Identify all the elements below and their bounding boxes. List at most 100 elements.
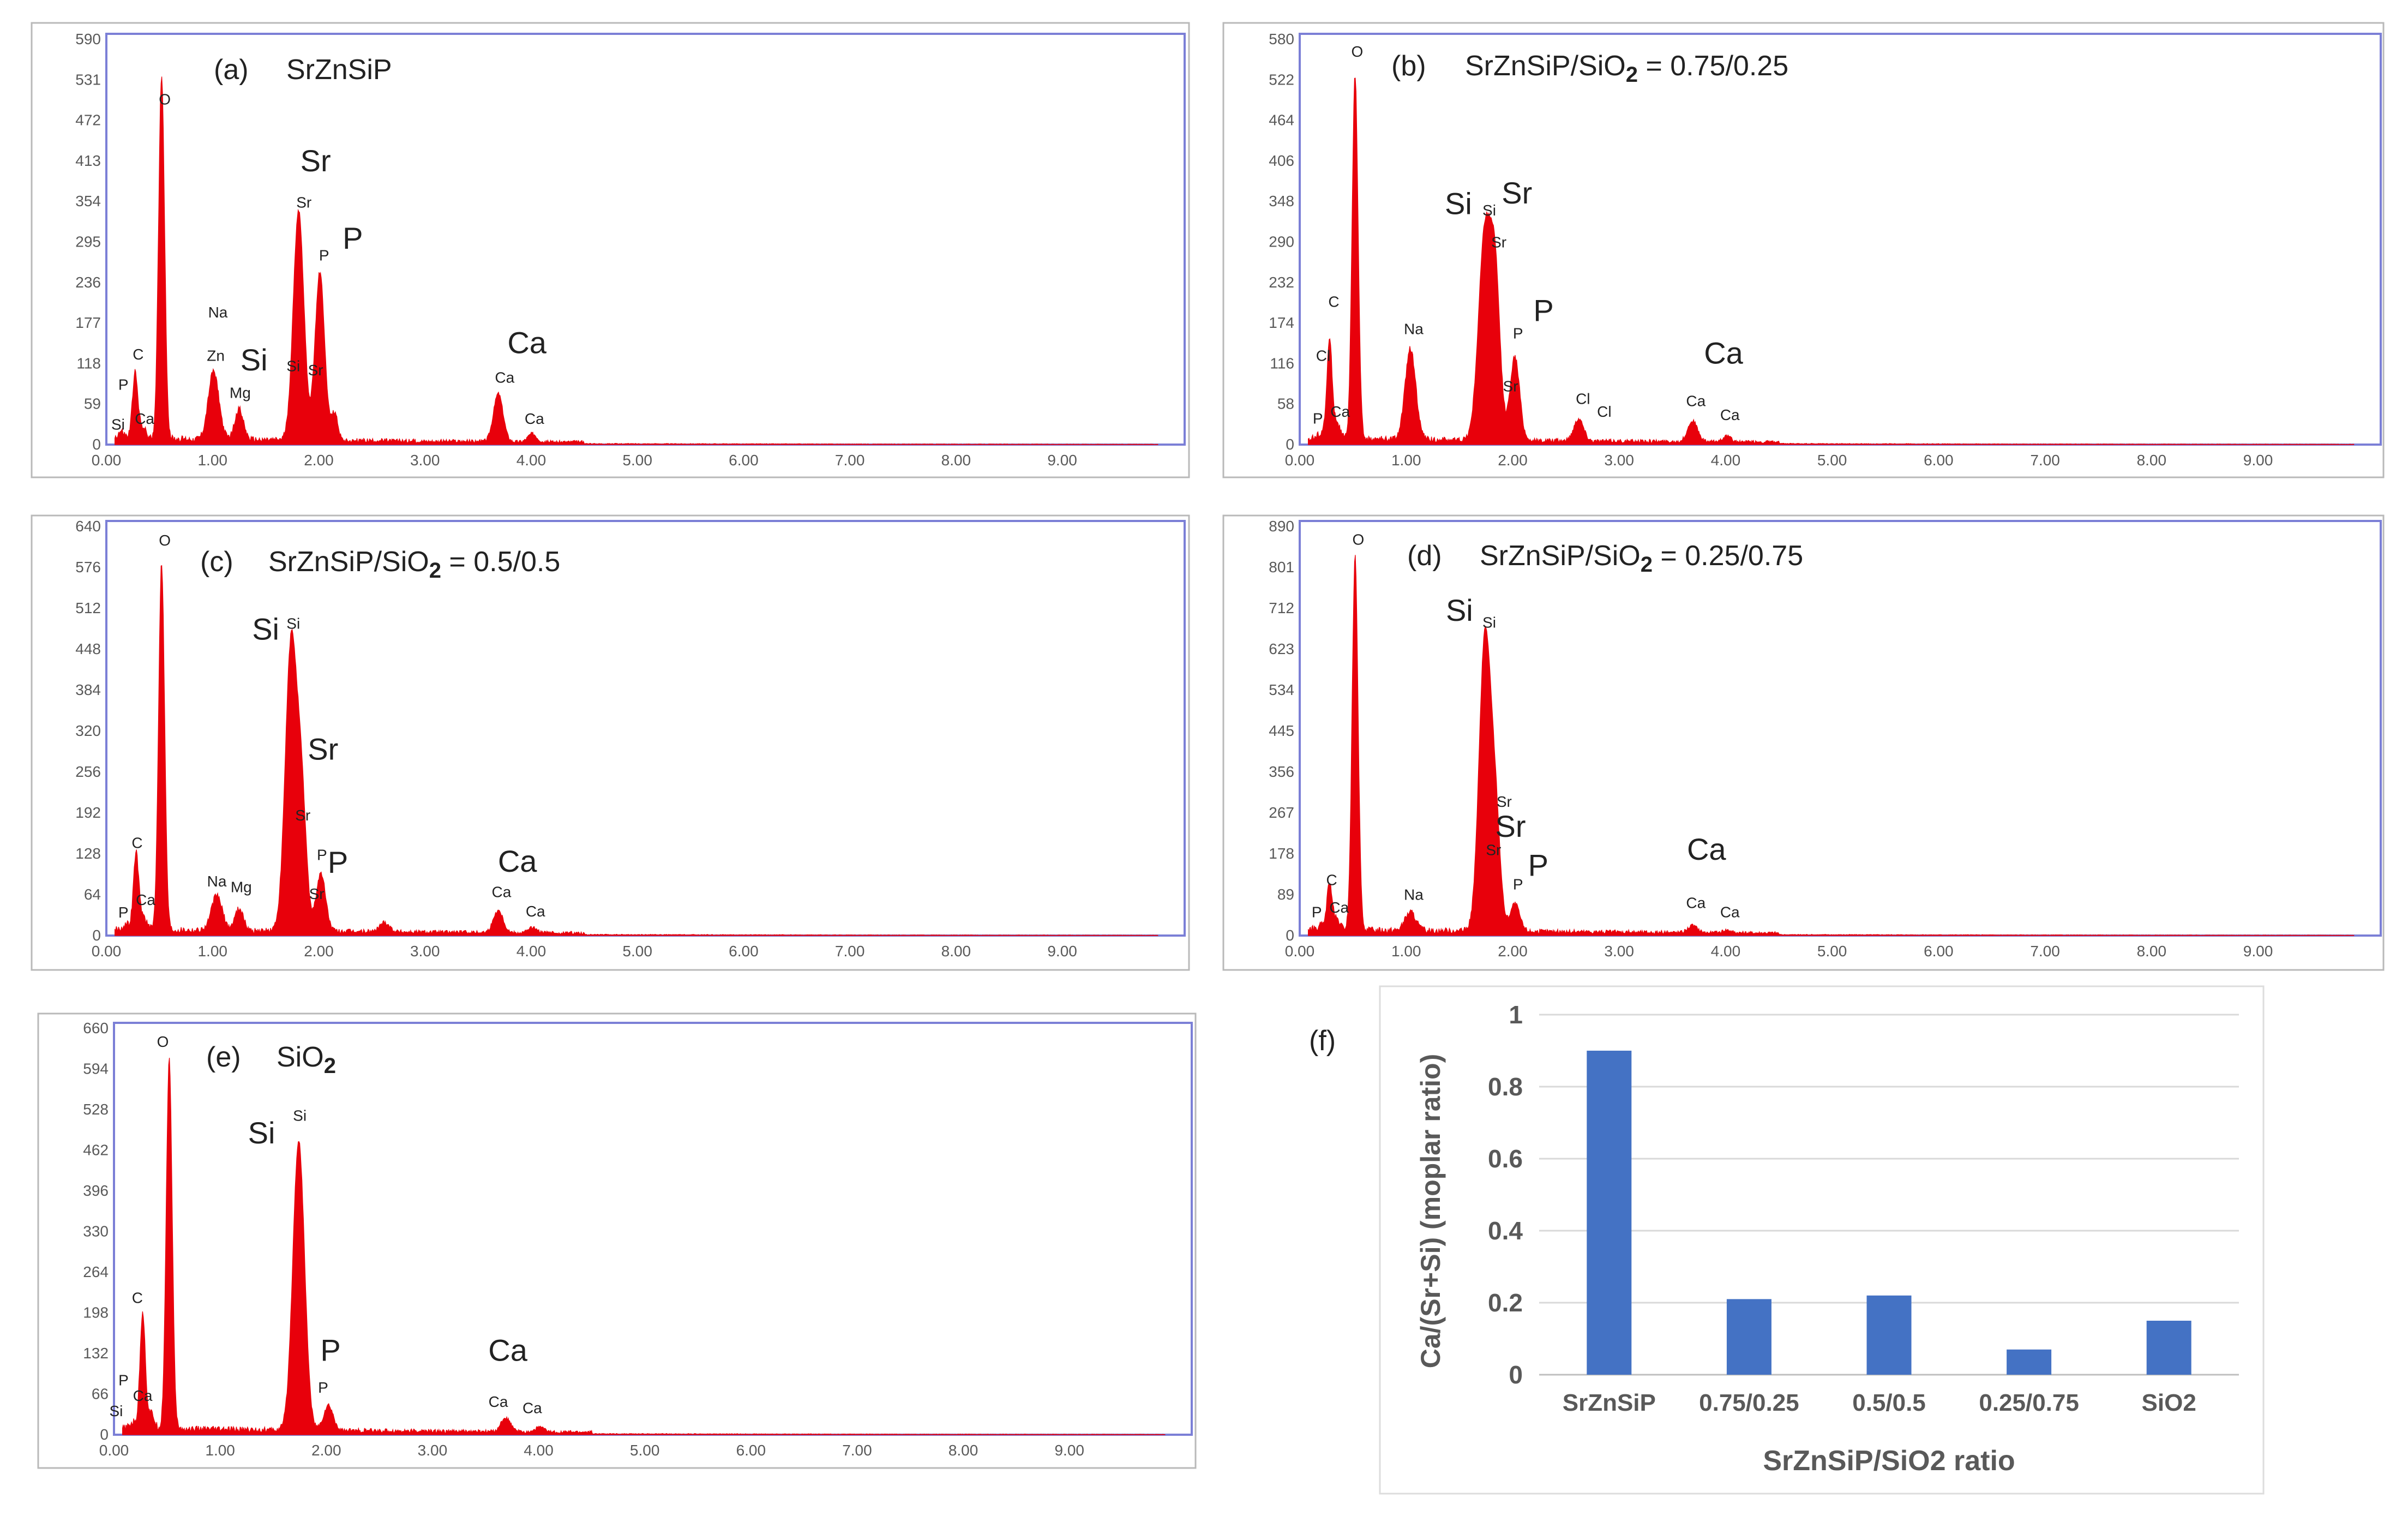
panel-a-y-tick-413: 413 [75, 152, 101, 169]
panel-c-x-tick-9.00: 9.00 [1047, 943, 1077, 960]
panel-a-peak-label: Si [286, 357, 300, 374]
panel-c-peak-label: Sr [309, 885, 325, 902]
panel-a-x-tick-6.00: 6.00 [729, 452, 759, 469]
panel-e-y-tick-462: 462 [83, 1142, 109, 1159]
panel-c-y-tick-512: 512 [75, 600, 101, 616]
panel-a-spectrum [115, 76, 1158, 445]
panel-a-peak-label: P [118, 376, 129, 393]
panel-c-element-label-si: Si [252, 612, 279, 646]
panel-a-y-tick-531: 531 [75, 71, 101, 88]
panel-e-element-label-si: Si [248, 1116, 275, 1150]
panel-a-x-tick-8.00: 8.00 [941, 452, 971, 469]
panel-e-x-tick-2.00: 2.00 [311, 1442, 341, 1459]
panel-e-y-tick-660: 660 [83, 1020, 109, 1036]
panel-d-x-tick-2.00: 2.00 [1498, 943, 1528, 960]
panel-e-x-tick-4.00: 4.00 [524, 1442, 554, 1459]
panel-e-peak-label: P [318, 1379, 328, 1396]
panel-b-peak-label: Cl [1576, 391, 1590, 408]
panel-f-bar-4 [2007, 1349, 2052, 1375]
panel-a-x-tick-3.00: 3.00 [410, 452, 440, 469]
panel-c-x-tick-0.00: 0.00 [92, 943, 122, 960]
panel-c-y-tick-192: 192 [75, 804, 101, 821]
panel-c-y-tick-320: 320 [75, 722, 101, 739]
panel-d-y-tick-623: 623 [1269, 640, 1294, 657]
panel-a-peak-label: Ca [525, 410, 544, 427]
panel-b-peak-label: C [1328, 293, 1339, 310]
panel-a-x-tick-5.00: 5.00 [622, 452, 652, 469]
panel-b-x-tick-4.00: 4.00 [1711, 452, 1741, 469]
panel-c-y-tick-256: 256 [75, 763, 101, 780]
panel-b-element-label-si: Si [1445, 186, 1472, 220]
panel-c-x-tick-8.00: 8.00 [941, 943, 971, 960]
panel-e-x-tick-3.00: 3.00 [418, 1442, 448, 1459]
panel-b-peak-label: Ca [1686, 393, 1706, 410]
panel-d-x-tick-7.00: 7.00 [2030, 943, 2060, 960]
panel-e-y-tick-594: 594 [83, 1060, 109, 1077]
panel-e-element-label-ca: Ca [488, 1333, 527, 1368]
panel-a-peak-label: P [319, 247, 329, 264]
panel-a-y-tick-118: 118 [76, 355, 101, 371]
panel-c-peak-label: Ca [136, 891, 155, 908]
panel-d-element-label-ca: Ca [1687, 832, 1726, 866]
panel-e-x-tick-7.00: 7.00 [842, 1442, 872, 1459]
panel-b-y-tick-464: 464 [1269, 112, 1294, 129]
panel-b-peak-label: O [1352, 43, 1364, 60]
panel-d-x-tick-9.00: 9.00 [2243, 943, 2273, 960]
panel-d-peak-label: Sr [1486, 842, 1501, 859]
panel-f-letter: (f) [1309, 1025, 1336, 1057]
panel-f-y-tick-0.4: 0.4 [1488, 1217, 1523, 1245]
panel-e-x-tick-1.00: 1.00 [205, 1442, 235, 1459]
panel-d-peak-label: P [1312, 903, 1322, 920]
panel-b-element-label-p: P [1533, 293, 1553, 327]
panel-f-x-tick-2: 0.75/0.25 [1699, 1389, 1799, 1416]
panel-e-y-tick-330: 330 [83, 1223, 109, 1240]
panel-d-x-tick-5.00: 5.00 [1817, 943, 1847, 960]
panel-f-bar-2 [1726, 1299, 1772, 1375]
panel-d-peak-label: C [1326, 871, 1337, 888]
panel-b-y-tick-522: 522 [1269, 71, 1294, 88]
panel-b-y-tick-174: 174 [1269, 314, 1294, 331]
panel-b-x-tick-7.00: 7.00 [2030, 452, 2060, 469]
panel-e-y-tick-528: 528 [83, 1101, 109, 1118]
panel-e-peak-label: Ca [133, 1387, 153, 1404]
panel-a-y-tick-236: 236 [75, 274, 101, 291]
panel-b-peak-label: Na [1404, 321, 1424, 338]
edx-panel-c: 0 64 128 192 256 320 384 448 512 576 640 0.00 1.00 2.… [31, 514, 1190, 971]
panel-b-frame [1222, 22, 2385, 478]
panel-b-peak-label: Si [1482, 202, 1496, 219]
panel-a-y-tick-59: 59 [84, 396, 101, 412]
panel-f-bar-1 [1587, 1051, 1632, 1375]
panel-b-title: SrZnSiP/SiO2 = 0.75/0.25 [1465, 50, 1788, 87]
panel-c-y-tick-0: 0 [92, 927, 101, 944]
panel-c-x-tick-1.00: 1.00 [197, 943, 227, 960]
panel-d-y-tick-267: 267 [1269, 804, 1294, 821]
edx-panel-b: 0 58 116 174 232 290 348 406 464 522 580 0.00 1.00 2.… [1222, 22, 2385, 478]
panel-a-element-label-si: Si [241, 343, 268, 377]
panel-f-x-tick-1: SrZnSiP [1563, 1389, 1656, 1416]
panel-a-title: SrZnSiP [286, 54, 392, 86]
panel-b-y-tick-406: 406 [1269, 152, 1294, 169]
panel-f-bar-3 [1866, 1295, 1912, 1375]
bar-chart-panel-f: 0 0.2 0.4 0.6 0.8 1 SrZnSiP 0.75/0.25 0.5/0.5 0.2… [1309, 985, 2265, 1495]
panel-b-x-tick-6.00: 6.00 [1924, 452, 1954, 469]
panel-b-element-label-sr: Sr [1502, 176, 1532, 210]
panel-d-y-tick-445: 445 [1269, 722, 1294, 739]
panel-d-peak-label: Si [1482, 614, 1496, 631]
panel-d-x-tick-8.00: 8.00 [2137, 943, 2167, 960]
panel-e-x-tick-9.00: 9.00 [1054, 1442, 1084, 1459]
edx-panel-d: 0 89 178 267 356 445 534 623 712 801 890 0.00 1.00 2.… [1222, 514, 2385, 971]
panel-d-y-tick-0: 0 [1286, 927, 1294, 944]
panel-a-y-tick-354: 354 [75, 193, 101, 209]
edx-panel-e: 0 66 132 198 264 330 396 462 528 594 660 0.00 1.00 2.… [37, 1012, 1197, 1469]
panel-c-y-tick-128: 128 [75, 845, 101, 862]
panel-e-x-tick-0.00: 0.00 [99, 1442, 129, 1459]
panel-e-y-tick-264: 264 [83, 1263, 109, 1280]
panel-e-y-tick-396: 396 [83, 1182, 109, 1199]
panel-e-spectrum [122, 1058, 1166, 1435]
panel-b-y-tick-290: 290 [1269, 233, 1294, 250]
panel-a-element-label-sr: Sr [301, 143, 331, 178]
panel-c-peak-label: O [159, 532, 171, 549]
panel-a-peak-label: Mg [230, 384, 251, 401]
panel-a-x-tick-7.00: 7.00 [835, 452, 865, 469]
